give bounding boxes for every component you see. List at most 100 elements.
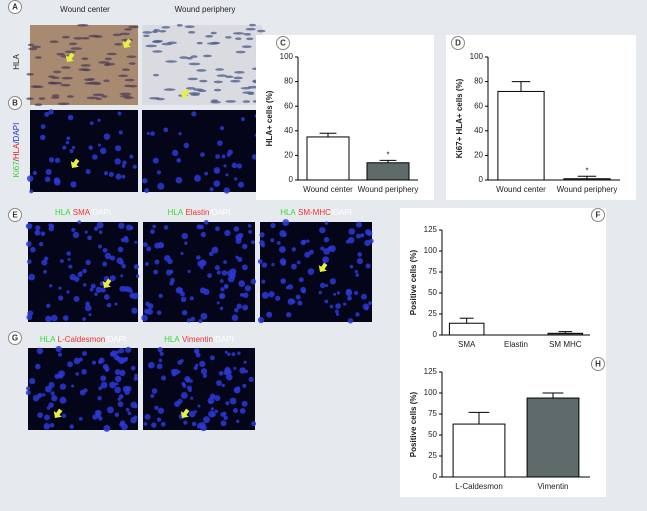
nucleus — [121, 164, 126, 168]
nucleus — [355, 233, 361, 239]
nucleus — [202, 54, 212, 58]
nucleus — [92, 93, 105, 97]
nucleus — [270, 222, 276, 229]
nucleus — [214, 265, 220, 271]
nucleus — [129, 154, 134, 159]
stain-label: HLA/SMA/DAPI — [55, 208, 111, 217]
nucleus — [301, 239, 307, 245]
nucleus — [232, 32, 245, 35]
nucleus — [167, 41, 177, 45]
arrow — [102, 278, 112, 288]
nucleus — [44, 176, 51, 183]
nucleus — [43, 269, 47, 274]
nucleus — [29, 377, 36, 385]
arrow — [122, 38, 132, 48]
nucleus — [48, 402, 54, 408]
stain-part: HLA — [12, 143, 21, 159]
nucleus — [233, 76, 243, 80]
nucleus — [336, 291, 340, 295]
nucleus — [144, 413, 151, 420]
arrow — [180, 408, 190, 418]
nucleus — [224, 229, 231, 237]
nucleus — [234, 71, 245, 74]
nucleus — [54, 179, 61, 186]
nucleus — [49, 40, 59, 44]
nucleus — [97, 143, 101, 147]
nucleus — [103, 133, 111, 140]
nucleus — [227, 149, 233, 155]
nucleus — [221, 270, 228, 276]
nucleus — [210, 41, 221, 45]
panel-letter: C — [280, 39, 286, 48]
nucleus — [40, 231, 46, 237]
nucleus — [199, 259, 207, 267]
nucleus — [275, 295, 281, 301]
nucleus — [223, 369, 230, 376]
nucleus — [205, 35, 214, 38]
nucleus — [156, 170, 162, 175]
stain-part: /DAPI — [331, 208, 352, 217]
nucleus — [241, 45, 252, 48]
nucleus — [157, 407, 165, 414]
nucleus — [183, 142, 190, 149]
bar — [448, 322, 485, 336]
nucleus — [280, 260, 287, 266]
nucleus — [57, 352, 63, 357]
panel-letter: D — [455, 39, 461, 48]
nucleus — [192, 88, 204, 91]
nucleus — [261, 279, 266, 284]
bar — [563, 178, 611, 181]
nucleus — [115, 173, 122, 180]
nucleus — [266, 311, 273, 318]
nucleus — [70, 181, 77, 188]
nucleus — [104, 57, 112, 61]
panel-badge — [8, 96, 22, 110]
nucleus — [260, 243, 265, 248]
stain-part: HLA — [280, 208, 296, 217]
nucleus — [86, 96, 99, 100]
y-tick-label: 0 — [433, 472, 438, 481]
nucleus — [224, 36, 232, 39]
panel-badge — [276, 36, 290, 50]
nucleus — [324, 221, 329, 225]
nucleus — [276, 241, 281, 245]
nucleus — [66, 290, 70, 294]
nucleus — [114, 412, 120, 418]
nucleus — [54, 373, 60, 379]
nucleus — [200, 368, 208, 375]
nucleus — [60, 83, 71, 87]
nucleus — [106, 406, 114, 414]
nucleus — [109, 381, 117, 389]
nucleus — [319, 282, 326, 289]
nucleus — [119, 369, 126, 377]
nucleus — [87, 78, 95, 81]
nucleus — [34, 103, 43, 106]
nucleus — [355, 312, 360, 317]
nucleus — [185, 87, 196, 90]
y-tick-label: 80 — [474, 77, 483, 86]
nucleus — [240, 86, 252, 90]
nucleus — [216, 380, 222, 386]
nucleus — [347, 318, 354, 324]
nucleus — [236, 419, 240, 424]
nucleus — [250, 240, 256, 245]
nucleus — [158, 358, 163, 363]
nucleus — [307, 268, 315, 275]
y-tick-label: 60 — [284, 101, 293, 110]
nucleus — [97, 118, 101, 122]
nucleus — [38, 97, 46, 100]
nucleus — [67, 257, 71, 261]
nucleus — [184, 25, 195, 29]
nucleus — [159, 351, 164, 356]
nucleus — [227, 275, 235, 283]
nucleus — [241, 293, 245, 297]
nucleus — [345, 239, 350, 244]
nucleus — [235, 233, 243, 241]
nucleus — [237, 351, 241, 355]
nucleus — [163, 88, 176, 91]
nucleus — [215, 68, 225, 71]
nucleus — [236, 386, 240, 390]
nucleus — [240, 117, 245, 122]
nucleus — [130, 365, 136, 371]
